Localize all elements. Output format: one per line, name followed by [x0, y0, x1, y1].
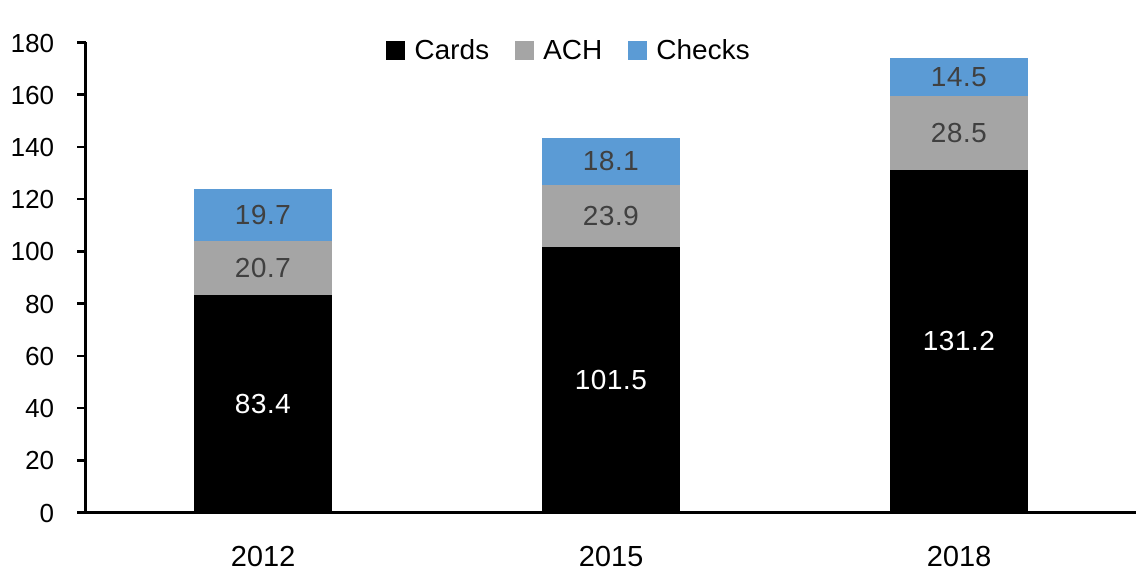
bar-2018-cards-value-label: 131.2	[922, 325, 996, 357]
y-tick-label-100: 100	[10, 236, 54, 267]
y-tick-mark-140	[77, 145, 86, 149]
legend-label-ach: ACH	[543, 34, 603, 65]
bar-2018-ach-value-label: 28.5	[930, 116, 988, 148]
y-axis-line	[84, 42, 87, 514]
y-tick-mark-80	[77, 302, 86, 305]
bar-2012-cards-value-label: 83.4	[234, 387, 292, 419]
legend-swatch-ach	[515, 40, 535, 60]
chart-legend: Cards ACH Checks	[0, 36, 1136, 64]
bar-2015-cards-segment: 101.5	[542, 247, 680, 513]
y-tick-mark-100	[77, 250, 86, 253]
y-tick-label-80: 80	[25, 288, 54, 319]
y-tick-mark-180	[77, 41, 86, 44]
y-tick-label-180: 180	[10, 27, 54, 58]
y-tick-label-20: 20	[25, 445, 54, 476]
x-tick-label-2012: 2012	[230, 541, 296, 573]
bar-2015-cards-value-label: 101.5	[574, 363, 648, 395]
bar-2012-checks-value-label: 19.7	[234, 198, 292, 230]
y-tick-mark-60	[77, 354, 86, 358]
y-tick-label-120: 120	[10, 184, 54, 215]
legend-swatch-checks	[628, 40, 648, 60]
x-axis-line	[77, 511, 1136, 514]
bar-2015-ach-segment: 23.9	[542, 185, 680, 248]
y-tick-label-140: 140	[10, 131, 54, 162]
y-tick-mark-120	[77, 197, 86, 201]
legend-item-checks: Checks	[628, 34, 750, 65]
x-tick-label-2018: 2018	[926, 541, 992, 573]
legend-item-cards: Cards	[386, 36, 489, 64]
bar-2012-ach-value-label: 20.7	[234, 251, 292, 283]
bar-2015-checks-segment: 18.1	[542, 137, 680, 186]
y-tick-label-60: 60	[25, 340, 54, 371]
legend-label-cards: Cards	[414, 34, 490, 65]
bar-2018-ach-segment: 28.5	[890, 95, 1028, 170]
y-tick-label-160: 160	[10, 79, 54, 110]
bar-2012-cards-segment: 83.4	[194, 294, 332, 513]
y-tick-mark-20	[77, 459, 86, 462]
bar-2012-checks-segment: 19.7	[194, 189, 332, 241]
legend-swatch-cards	[386, 40, 406, 60]
bar-2018-checks-value-label: 14.5	[930, 60, 988, 92]
bar-2015-ach-value-label: 23.9	[582, 200, 640, 232]
y-tick-mark-40	[77, 406, 86, 410]
legend-label-checks: Checks	[656, 34, 750, 65]
bar-2018-cards-segment: 131.2	[890, 169, 1028, 513]
y-tick-label-40: 40	[25, 393, 54, 424]
bar-2015-checks-value-label: 18.1	[582, 145, 640, 177]
y-tick-mark-160	[77, 93, 86, 96]
y-tick-label-0: 0	[39, 497, 54, 528]
legend-item-ach: ACH	[515, 36, 602, 64]
x-tick-label-2015: 2015	[578, 541, 644, 573]
bar-2018-checks-segment: 14.5	[890, 57, 1028, 96]
bar-2012-ach-segment: 20.7	[194, 240, 332, 295]
